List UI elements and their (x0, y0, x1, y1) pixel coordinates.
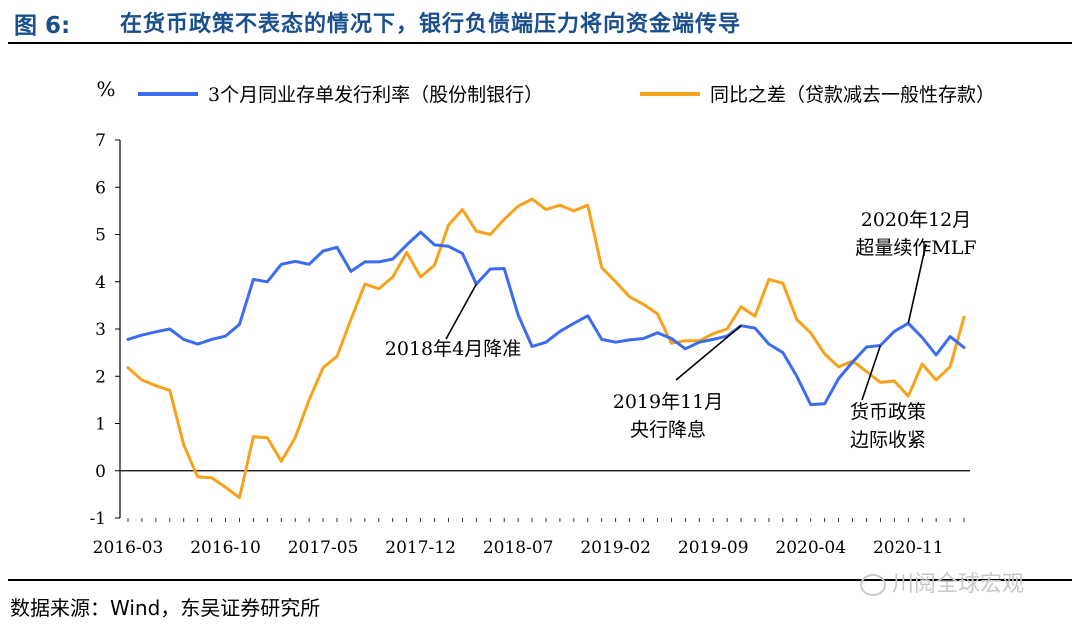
x-tick-label: 2017-05 (288, 538, 359, 558)
y-tick-label: 7 (95, 131, 106, 151)
annotation-text-3: 2020年12月 (861, 209, 972, 231)
series-line-0 (126, 230, 966, 407)
chat-bubble-icon (860, 574, 886, 596)
y-tick-label: 0 (95, 462, 106, 482)
x-tick-label: 2019-09 (678, 538, 749, 558)
y-tick-label: 5 (95, 226, 106, 246)
header-rule (8, 42, 1072, 44)
annotation-text-1: 央行降息 (630, 419, 706, 441)
legend-label-0: 3个月同业存单发行利率（股份制银行） (208, 84, 543, 106)
annotation-arrow-1 (675, 325, 742, 381)
annotation-text-2: 货币政策 (850, 401, 926, 423)
annotation-arrow-3 (907, 243, 927, 324)
figure-header: 图 6: 在货币政策不表态的情况下，银行负债端压力将向资金端传导 (8, 0, 1072, 44)
series-line-1 (126, 197, 966, 500)
annotation-text-1: 2019年11月 (613, 391, 724, 413)
y-tick-label: 1 (95, 415, 106, 435)
annotation-text-2: 边际收紧 (850, 429, 926, 451)
y-tick-label: -1 (89, 509, 106, 529)
y-tick-label: 6 (95, 178, 106, 198)
x-tick-label: 2017-12 (385, 538, 456, 558)
x-tick-label: 2020-04 (775, 538, 846, 558)
y-tick-label: 3 (95, 320, 106, 340)
annotation-text-3: 超量续作MLF (855, 237, 976, 259)
x-tick-label: 2016-10 (190, 538, 261, 558)
annotation-text-0: 2018年4月降准 (385, 338, 521, 360)
x-tick-label: 2019-02 (580, 538, 651, 558)
x-tick-label: 2018-07 (483, 538, 554, 558)
annotation-arrow-2 (861, 345, 882, 401)
figure-number: 图 6: (14, 13, 71, 39)
watermark-text: 川阅全球宏观 (892, 572, 1025, 597)
y-tick-label: 2 (95, 367, 106, 387)
y-tick-label: 4 (95, 273, 106, 293)
legend-label-1: 同比之差（贷款减去一般性存款） (710, 84, 995, 106)
footer-rule (8, 579, 1072, 581)
x-tick-label: 2020-11 (873, 538, 944, 558)
figure-title: 在货币政策不表态的情况下，银行负债端压力将向资金端传导 (120, 12, 742, 37)
annotation-arrow-0 (445, 283, 478, 340)
line-chart: -1 0 1 2 3 4 5 6 7% 2016-03 2016-10 2017-05 2017-12 2… (89, 77, 995, 558)
x-tick-label: 2016-03 (93, 538, 164, 558)
watermark: 川阅全球宏观 (860, 566, 1024, 598)
y-axis-unit: % (96, 77, 115, 101)
data-source: 数据来源：Wind，东吴证券研究所 (10, 596, 321, 620)
